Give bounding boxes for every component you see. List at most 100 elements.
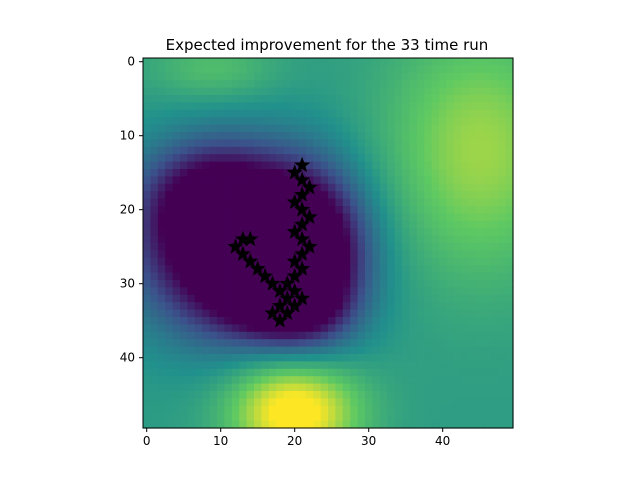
- heatmap-cell: [268, 213, 277, 222]
- heatmap-cell: [498, 383, 507, 392]
- heatmap-cell: [143, 95, 151, 103]
- heatmap-cell: [483, 287, 492, 296]
- heatmap-cell: [424, 376, 433, 385]
- heatmap-cell: [143, 132, 151, 140]
- heatmap-cell: [217, 302, 225, 311]
- heatmap-cell: [446, 161, 455, 170]
- heatmap-cell: [305, 124, 314, 133]
- heatmap-cell: [461, 257, 470, 266]
- heatmap-cell: [416, 420, 425, 429]
- heatmap-cell: [143, 368, 151, 377]
- heatmap-cell: [172, 161, 181, 170]
- heatmap-cell: [172, 169, 181, 177]
- heatmap-cell: [453, 191, 462, 200]
- heatmap-cell: [224, 58, 233, 66]
- heatmap-cell: [313, 161, 322, 170]
- heatmap-cell: [187, 183, 196, 192]
- heatmap-cell: [305, 265, 314, 274]
- heatmap-cell: [483, 176, 492, 185]
- heatmap-cell: [209, 87, 218, 96]
- heatmap-cell: [202, 405, 211, 414]
- heatmap-cell: [246, 161, 255, 170]
- heatmap-cell: [490, 109, 499, 118]
- heatmap-cell: [372, 272, 381, 281]
- heatmap-cell: [217, 368, 225, 377]
- heatmap-cell: [305, 383, 314, 392]
- heatmap-cell: [202, 65, 211, 74]
- heatmap-cell: [150, 176, 159, 185]
- heatmap-cell: [439, 124, 447, 133]
- heatmap-cell: [165, 294, 174, 303]
- heatmap-cell: [483, 169, 492, 177]
- heatmap-cell: [357, 191, 366, 200]
- heatmap-cell: [335, 169, 344, 177]
- heatmap-cell: [268, 294, 277, 303]
- heatmap-cell: [150, 324, 159, 333]
- heatmap-cell: [365, 139, 373, 148]
- heatmap-cell: [283, 354, 292, 362]
- heatmap-cell: [350, 243, 359, 251]
- heatmap-cell: [431, 331, 440, 340]
- heatmap-cell: [468, 250, 477, 259]
- heatmap-cell: [416, 102, 425, 111]
- heatmap-cell: [224, 405, 233, 414]
- heatmap-cell: [268, 339, 277, 348]
- heatmap-cell: [217, 183, 225, 192]
- heatmap-cell: [202, 80, 211, 89]
- heatmap-cell: [231, 87, 240, 96]
- heatmap-cell: [490, 206, 499, 214]
- heatmap-cell: [224, 191, 233, 200]
- heatmap-cell: [461, 183, 470, 192]
- heatmap-cell: [342, 339, 351, 348]
- heatmap-cell: [298, 72, 307, 81]
- heatmap-cell: [143, 391, 151, 399]
- heatmap-cell: [202, 302, 211, 311]
- heatmap-cell: [394, 95, 403, 103]
- x-tick-label: 40: [435, 434, 450, 448]
- heatmap-cell: [150, 331, 159, 340]
- heatmap-cell: [468, 117, 477, 126]
- heatmap-cell: [394, 383, 403, 392]
- heatmap-cell: [239, 132, 248, 140]
- heatmap-cell: [453, 243, 462, 251]
- heatmap-cell: [394, 198, 403, 207]
- heatmap-cell: [180, 102, 188, 111]
- heatmap-cell: [372, 102, 381, 111]
- heatmap-cell: [187, 413, 196, 422]
- heatmap-cell: [342, 139, 351, 148]
- heatmap-cell: [328, 198, 336, 207]
- heatmap-cell: [224, 272, 233, 281]
- heatmap-cell: [446, 220, 455, 229]
- heatmap-cell: [224, 317, 233, 325]
- heatmap-cell: [476, 183, 484, 192]
- heatmap-cell: [328, 391, 336, 399]
- heatmap-cell: [342, 376, 351, 385]
- heatmap-cell: [461, 294, 470, 303]
- heatmap-cell: [246, 206, 255, 214]
- heatmap-cell: [254, 72, 262, 81]
- heatmap-cell: [394, 220, 403, 229]
- heatmap-cell: [416, 265, 425, 274]
- heatmap-cell: [372, 339, 381, 348]
- heatmap-cell: [416, 183, 425, 192]
- heatmap-cell: [157, 317, 166, 325]
- heatmap-cell: [342, 95, 351, 103]
- heatmap-cell: [505, 331, 514, 340]
- heatmap-cell: [446, 132, 455, 140]
- heatmap-cell: [379, 65, 388, 74]
- heatmap-cell: [476, 117, 484, 126]
- heatmap-cell: [202, 280, 211, 288]
- heatmap-cell: [143, 294, 151, 303]
- heatmap-cell: [483, 309, 492, 318]
- heatmap-cell: [505, 176, 514, 185]
- heatmap-cell: [217, 339, 225, 348]
- heatmap-cell: [468, 398, 477, 407]
- heatmap-cell: [150, 198, 159, 207]
- heatmap-cell: [209, 354, 218, 362]
- heatmap-cell: [254, 80, 262, 89]
- heatmap-cell: [431, 109, 440, 118]
- heatmap-cell: [217, 361, 225, 370]
- heatmap-cell: [291, 183, 299, 192]
- heatmap-cell: [372, 72, 381, 81]
- heatmap-cell: [165, 309, 174, 318]
